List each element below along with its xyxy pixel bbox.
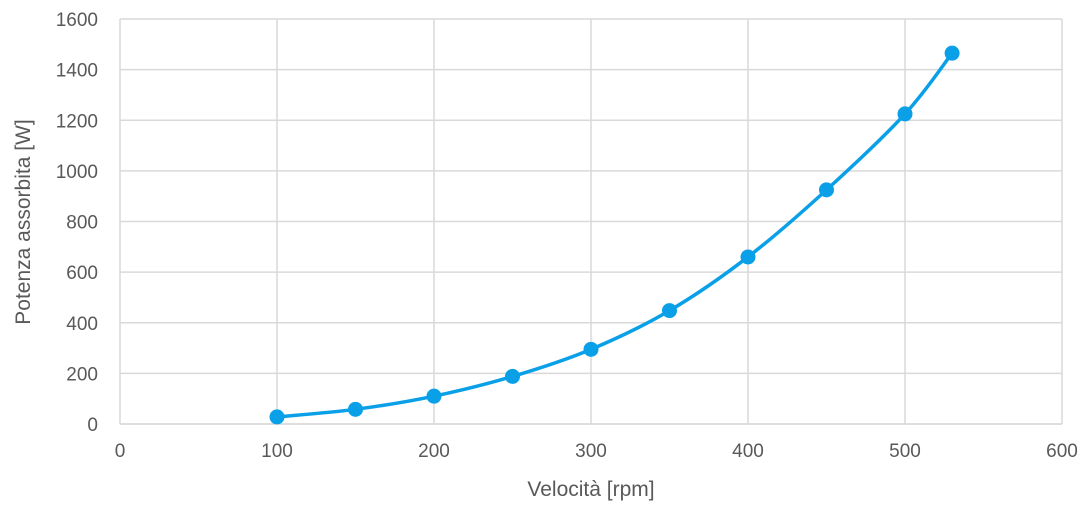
data-point — [426, 388, 442, 404]
data-point — [740, 249, 756, 265]
y-axis-ticks: 0 200 400 600 800 1000 1200 1400 1600 — [56, 10, 98, 436]
x-axis-ticks: 0 100 200 300 400 500 600 — [115, 441, 1078, 462]
data-points — [269, 45, 960, 425]
y-tick-label: 1400 — [56, 61, 98, 82]
x-tick-label: 400 — [732, 441, 764, 462]
data-point — [897, 106, 913, 122]
y-tick-label: 1600 — [56, 10, 98, 31]
y-tick-label: 1200 — [56, 111, 98, 132]
data-point — [269, 409, 285, 425]
x-tick-label: 500 — [889, 441, 921, 462]
data-point — [348, 401, 363, 417]
x-tick-label: 0 — [115, 441, 126, 462]
y-tick-label: 0 — [87, 415, 98, 436]
data-point — [583, 341, 599, 357]
x-tick-label: 100 — [261, 441, 293, 462]
x-tick-label: 300 — [575, 441, 607, 462]
y-tick-label: 800 — [66, 213, 98, 234]
data-point — [505, 368, 520, 384]
x-tick-label: 200 — [418, 441, 450, 462]
y-tick-label: 200 — [66, 364, 98, 385]
data-point — [944, 45, 960, 61]
y-axis-title: Potenza assorbita [W] — [12, 119, 35, 324]
data-point — [662, 303, 677, 319]
y-tick-label: 1000 — [56, 162, 98, 183]
data-point — [819, 182, 834, 198]
series-line — [276, 52, 954, 419]
x-axis-title: Velocità [rpm] — [527, 478, 654, 501]
x-tick-label: 600 — [1046, 441, 1078, 462]
grid-lines — [119, 18, 1063, 425]
y-tick-label: 600 — [66, 263, 98, 284]
y-tick-label: 400 — [66, 314, 98, 335]
